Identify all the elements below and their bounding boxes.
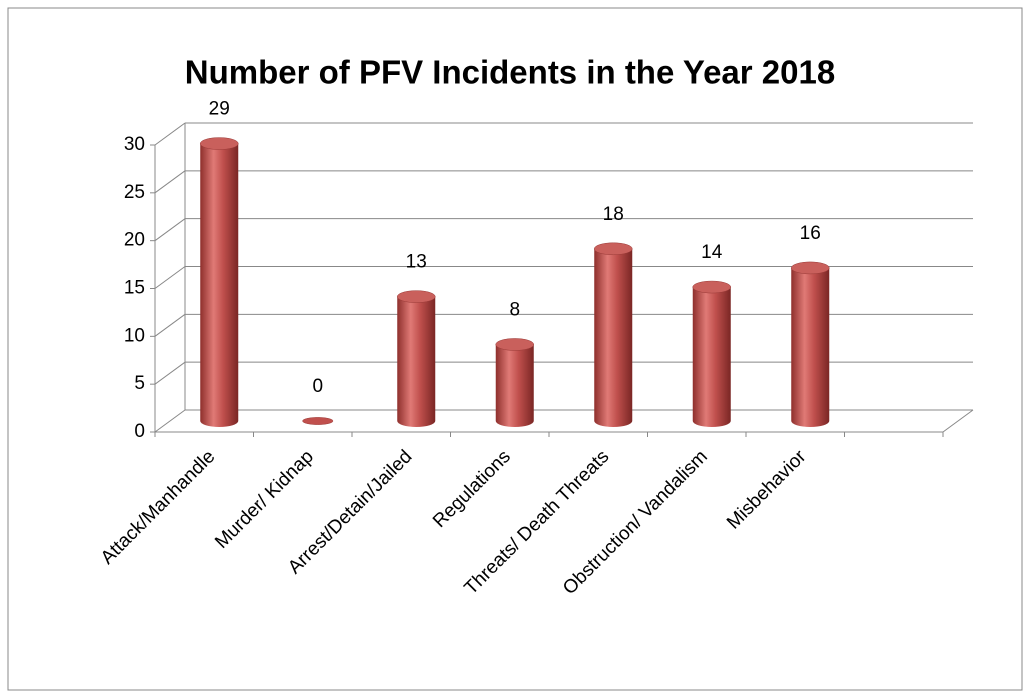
grid-line (154, 361, 186, 385)
grid-line (154, 218, 186, 242)
bar-top (791, 261, 830, 275)
bar (495, 344, 534, 428)
value-label: 29 (209, 99, 230, 120)
y-tick-label: 10 (124, 325, 145, 346)
bar (791, 267, 830, 428)
floor-edge (942, 409, 974, 433)
bar-top (594, 242, 633, 256)
bar (692, 287, 731, 428)
y-tick-label: 25 (124, 182, 145, 203)
value-label: 0 (312, 376, 323, 397)
grid-line (154, 122, 186, 146)
bar-top (495, 338, 534, 351)
bar-top (397, 290, 436, 303)
y-tick-label: 5 (134, 373, 145, 394)
grid-line (154, 170, 186, 194)
grid-line (154, 409, 186, 433)
value-label: 18 (603, 204, 624, 225)
bar-top (692, 280, 731, 294)
chart-title: Number of PFV Incidents in the Year 2018 (185, 54, 835, 91)
value-label: 8 (509, 299, 520, 320)
bar (397, 296, 436, 428)
value-label: 13 (406, 252, 427, 273)
value-label: 16 (800, 223, 821, 244)
bar-top (200, 137, 239, 150)
y-tick-label: 30 (124, 134, 145, 155)
y-tick-label: 0 (134, 421, 145, 442)
grid-line (154, 313, 186, 337)
value-label: 14 (701, 242, 723, 263)
bar (200, 143, 239, 428)
grid-line (154, 266, 186, 289)
y-tick-label: 20 (124, 230, 145, 251)
bar (302, 417, 334, 425)
y-tick-label: 15 (124, 278, 145, 299)
bar (594, 248, 633, 428)
